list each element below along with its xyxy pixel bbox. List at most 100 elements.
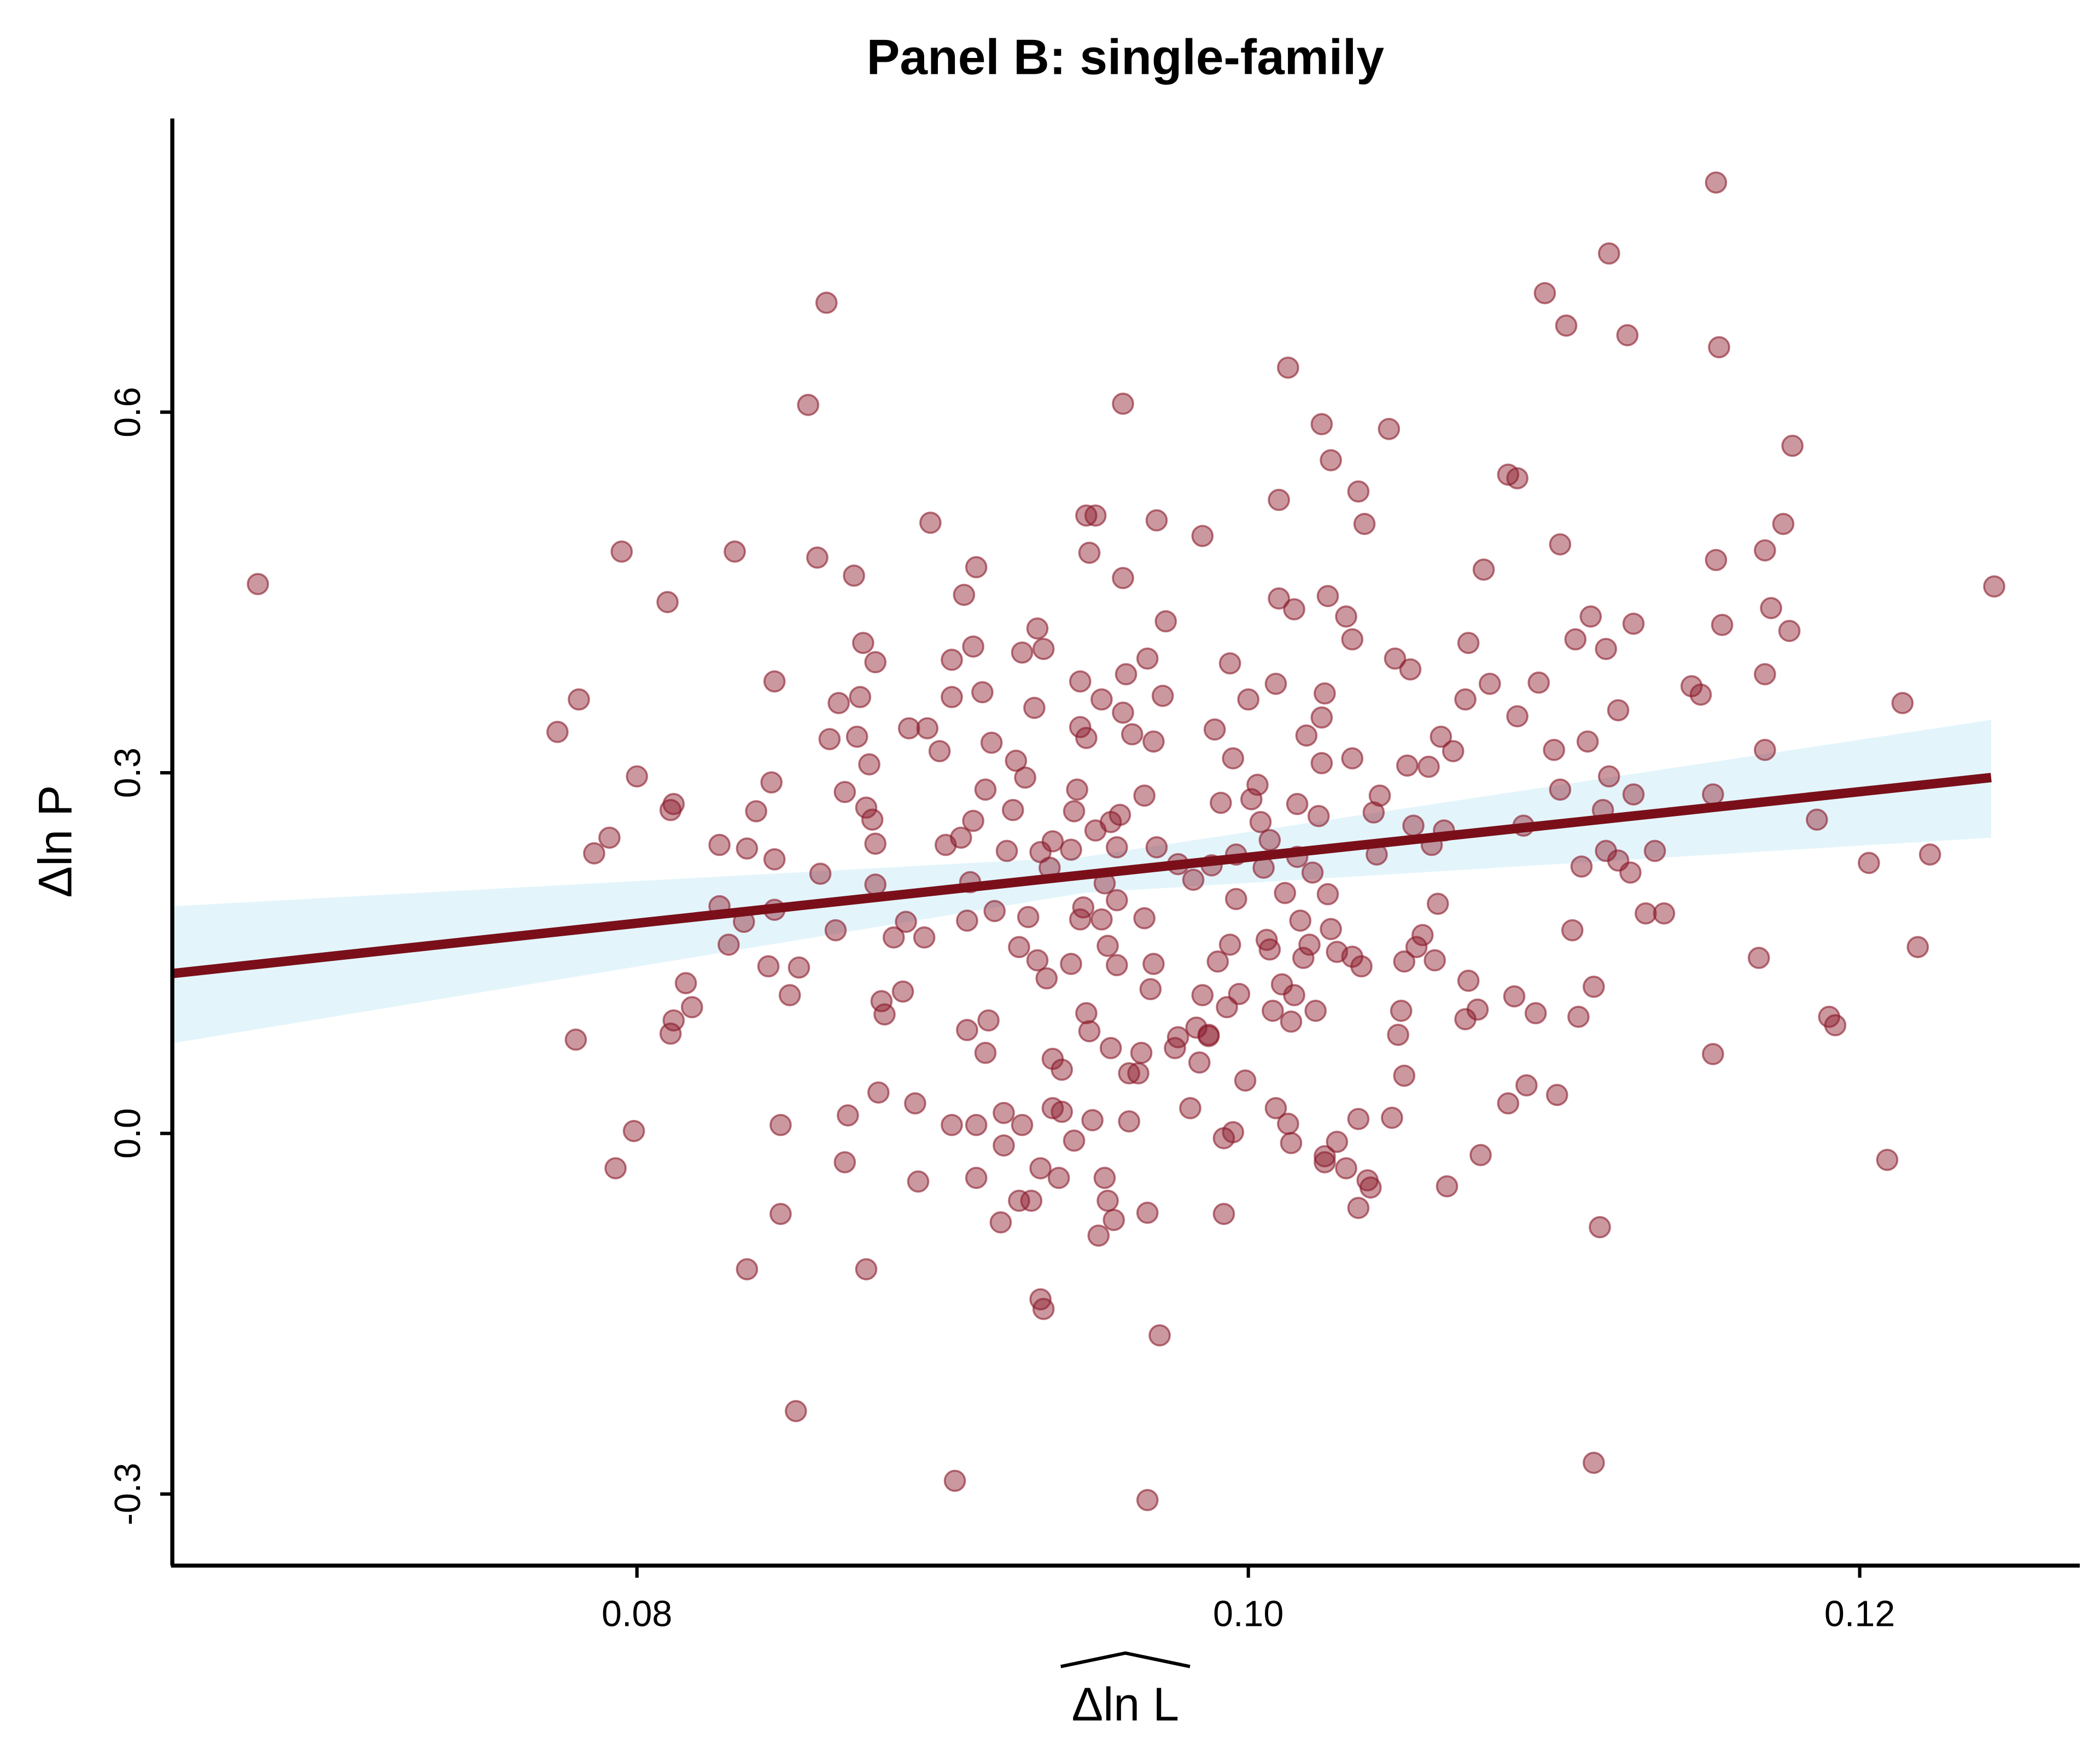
scatter-point (993, 1134, 1015, 1157)
scatter-point (1515, 1074, 1538, 1096)
scatter-point (1597, 765, 1620, 788)
scatter-point (564, 1028, 587, 1051)
scatter-point (1589, 1216, 1611, 1239)
scatter-point (1341, 747, 1364, 770)
scatter-point (769, 1113, 792, 1136)
scatter-point (1760, 597, 1782, 620)
scatter-point (1106, 836, 1128, 859)
scatter-point (1304, 1000, 1327, 1022)
scatter-point (1316, 585, 1339, 608)
scatter-point (1264, 1097, 1287, 1119)
scatter-point (1702, 1043, 1724, 1065)
scatter-point (974, 778, 997, 801)
scatter-point (546, 721, 569, 743)
scatter-point (1118, 1110, 1140, 1133)
scatter-point (1402, 814, 1425, 837)
scatter-point (1747, 947, 1770, 969)
scatter-point (708, 833, 731, 856)
scatter-point (1314, 1145, 1336, 1168)
scatter-point (1705, 171, 1728, 194)
scatter-point (1583, 1451, 1605, 1474)
scatter-point (1225, 888, 1247, 911)
scatter-point (1506, 467, 1529, 489)
scatter-point (1292, 947, 1315, 969)
scatter-point (1858, 851, 1880, 874)
scatter-point (1258, 829, 1281, 851)
scatter-point (1711, 614, 1734, 637)
scatter-point (1060, 953, 1082, 975)
y-tick-label: 0.6 (108, 387, 148, 437)
scatter-point (1051, 1100, 1074, 1123)
scatter-point (818, 728, 841, 750)
scatter-point (659, 1022, 682, 1045)
scatter-point (1906, 936, 1929, 959)
scatter-point (1109, 803, 1131, 826)
x-tick-label: 0.10 (1213, 1594, 1284, 1635)
scatter-point (1579, 605, 1602, 628)
scatter-point (1576, 730, 1599, 753)
scatter-point (1595, 638, 1617, 660)
scatter-point (1503, 985, 1526, 1008)
scatter-point (1011, 641, 1034, 664)
scatter-point (1136, 1201, 1159, 1224)
scatter-point (1258, 938, 1281, 961)
scatter-point (941, 1113, 963, 1136)
scatter-point (1424, 949, 1446, 972)
scatter-point (919, 511, 942, 534)
scatter-point (1277, 1112, 1299, 1135)
scatter-point (1527, 671, 1550, 694)
scatter-point (1081, 1109, 1104, 1131)
scatter-point (1268, 488, 1290, 511)
scatter-point (1151, 685, 1174, 707)
scatter-point (806, 546, 829, 569)
scatter-point (867, 1081, 890, 1104)
scatter-point (1139, 978, 1162, 1001)
scatter-point (1011, 1113, 1034, 1136)
scatter-point (995, 839, 1018, 862)
scatter-point (1353, 512, 1376, 535)
scatter-point (1026, 617, 1049, 640)
scatter-point (1133, 907, 1156, 930)
scatter-point (1127, 1062, 1150, 1084)
scatter-point (873, 1003, 896, 1026)
scatter-point (247, 573, 269, 596)
scatter-point (1583, 976, 1605, 998)
scatter-point (1218, 934, 1241, 956)
scatter-point (1060, 838, 1082, 861)
scatter-point (1705, 549, 1728, 571)
scatter-point (1426, 892, 1449, 915)
scatter-point (1264, 673, 1287, 695)
scatter-point (1918, 843, 1941, 866)
scatter-point (1026, 949, 1049, 972)
scatter-point (1063, 800, 1086, 822)
scatter-point (736, 837, 759, 860)
scatter-point (904, 1092, 926, 1115)
scatter-point (1778, 620, 1801, 643)
x-tick-label: 0.08 (602, 1594, 672, 1635)
scatter-point (1472, 558, 1495, 581)
scatter-point (870, 990, 893, 1013)
scatter-point (1069, 716, 1092, 738)
y-tick-label: 0.0 (108, 1108, 148, 1158)
scatter-point (1806, 808, 1828, 831)
scatter-point (1567, 1005, 1590, 1028)
scatter-point (965, 1113, 988, 1136)
scatter-point (989, 1211, 1012, 1234)
scatter-point (610, 540, 633, 563)
scatter-point (1430, 725, 1452, 748)
scatter-point (837, 1104, 859, 1127)
scatter-point (1457, 970, 1480, 992)
scatter-point (1549, 778, 1572, 801)
scatter-point (1191, 524, 1214, 547)
scatter-point (1399, 658, 1422, 681)
scatter-point (1191, 984, 1214, 1007)
scatter-point (1268, 587, 1290, 610)
scatter-point (1653, 902, 1676, 925)
scatter-point (1032, 1298, 1055, 1320)
scatter-point (1387, 1023, 1409, 1046)
scatter-point (971, 681, 994, 704)
scatter-point (913, 926, 936, 949)
scatter-point (1436, 1175, 1459, 1198)
